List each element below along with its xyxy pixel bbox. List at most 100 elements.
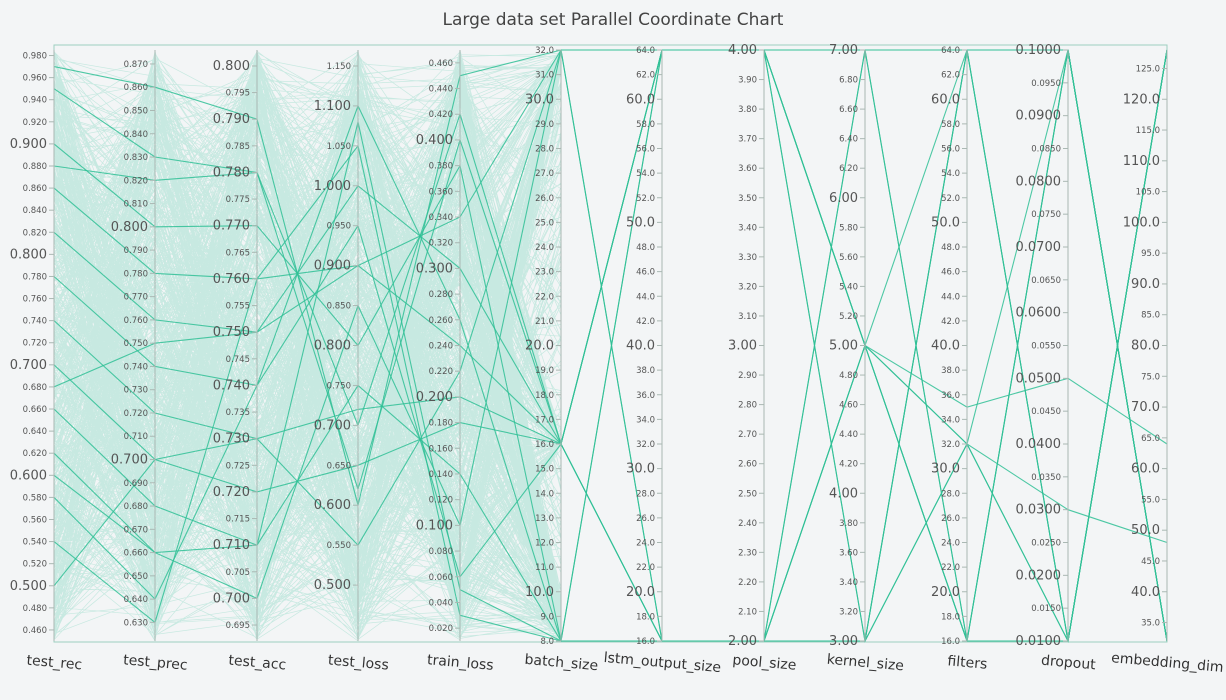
tick-label: 60.0	[626, 92, 655, 107]
tick-label: 0.140	[429, 470, 453, 480]
tick-label: 0.780	[124, 269, 148, 279]
tick-label: 0.360	[429, 187, 453, 197]
tick-label: 44.0	[941, 292, 960, 302]
tick-label: 0.400	[416, 133, 453, 148]
tick-label: 2.20	[738, 578, 757, 588]
tick-label: 30.0	[931, 462, 960, 477]
tick-label: 0.0650	[1031, 276, 1061, 286]
tick-label: 0.780	[213, 165, 250, 180]
tick-label: 36.0	[941, 391, 960, 401]
tick-label: 0.790	[213, 112, 250, 127]
tick-label: 95.0	[1141, 249, 1160, 259]
tick-label: 16.0	[941, 637, 960, 647]
tick-label: 30.0	[626, 462, 655, 477]
tick-label: 0.640	[23, 427, 47, 437]
tick-label: 0.800	[111, 220, 148, 235]
tick-label: 25.0	[535, 218, 554, 228]
tick-label: 4.00	[829, 486, 858, 501]
tick-label: 3.60	[738, 164, 757, 174]
tick-label: 20.0	[931, 585, 960, 600]
tick-label: 0.800	[213, 59, 250, 74]
tick-label: 7.00	[829, 43, 858, 58]
tick-label: 0.0700	[1016, 240, 1062, 255]
tick-label: 0.620	[23, 449, 47, 459]
tick-label: 0.730	[124, 386, 148, 396]
tick-label: 0.700	[10, 358, 47, 373]
tick-label: 0.540	[23, 538, 47, 548]
dimension-label: test_prec	[123, 652, 189, 674]
tick-label: 1.150	[327, 62, 351, 72]
tick-label: 4.40	[839, 430, 858, 440]
tick-label: 0.680	[124, 502, 148, 512]
tick-label: 0.0300	[1016, 503, 1062, 518]
dimension-label: train_loss	[426, 652, 494, 674]
tick-label: 18.0	[941, 612, 960, 622]
tick-label: 0.640	[124, 595, 148, 605]
tick-label: 45.0	[1141, 557, 1160, 567]
tick-label: 0.720	[124, 409, 148, 419]
tick-label: 16.0	[636, 637, 655, 647]
tick-label: 40.0	[1131, 585, 1160, 600]
tick-label: 3.70	[738, 135, 757, 145]
tick-label: 0.680	[23, 383, 47, 393]
axis-pool-size: 2.00 2.10 2.20 2.30 2.40 2.50 2.60 2.70 2.80 2.90…	[728, 43, 797, 674]
tick-label: 58.0	[941, 120, 960, 130]
tick-label: 0.740	[213, 378, 250, 393]
tick-label: 0.860	[23, 184, 47, 194]
tick-label: 18.0	[636, 612, 655, 622]
tick-label: 48.0	[941, 243, 960, 253]
tick-label: 2.90	[738, 371, 757, 381]
axis-kernel-size: 3.00 3.20 3.40 3.60 3.80 4.00 4.20 4.40 4.60 4.80…	[826, 43, 904, 674]
tick-label: 54.0	[636, 169, 655, 179]
axis-dropout: 0.0100 0.0150 0.0200 0.0250 0.0300 0.0350 0.04…	[1016, 43, 1097, 673]
dimension-label: lstm_output_size	[603, 650, 722, 676]
tick-label: 56.0	[636, 145, 655, 155]
tick-label: 24.0	[941, 539, 960, 549]
tick-label: 35.0	[1141, 619, 1160, 629]
tick-label: 0.785	[226, 142, 250, 152]
tick-label: 50.0	[1131, 523, 1160, 538]
tick-label: 6.60	[839, 105, 858, 115]
tick-label: 15.0	[535, 465, 554, 475]
record-line	[53, 49, 1168, 643]
tick-label: 0.060	[429, 573, 453, 583]
tick-label: 0.770	[124, 293, 148, 303]
tick-label: 3.80	[839, 519, 858, 529]
tick-label: 0.775	[226, 195, 250, 205]
tick-label: 0.0750	[1031, 210, 1061, 220]
tick-label: 0.730	[213, 432, 250, 447]
tick-label: 34.0	[636, 415, 655, 425]
tick-label: 62.0	[636, 71, 655, 81]
tick-label: 0.900	[314, 259, 351, 274]
tick-label: 27.0	[535, 169, 554, 179]
tick-label: 0.120	[429, 496, 453, 506]
tick-label: 0.720	[23, 339, 47, 349]
tick-label: 40.0	[931, 339, 960, 354]
tick-label: 0.950	[327, 222, 351, 232]
tick-label: 0.0600	[1016, 306, 1062, 321]
tick-label: 0.940	[23, 96, 47, 106]
tick-label: 0.0250	[1031, 539, 1061, 549]
tick-label: 62.0	[941, 71, 960, 81]
tick-label: 3.00	[728, 339, 757, 354]
axis-lstm-output-size: 16.0 18.0 20.0 22.0 24.0 26.0 28.0 30.0 32.0 34.0…	[603, 46, 722, 676]
tick-label: 0.460	[429, 59, 453, 69]
tick-label: 0.630	[124, 618, 148, 628]
tick-label: 28.0	[941, 489, 960, 499]
tick-label: 0.800	[10, 247, 47, 262]
tick-label: 52.0	[636, 194, 655, 204]
tick-label: 19.0	[535, 366, 554, 376]
tick-label: 0.765	[226, 248, 250, 258]
axis-test-prec: 0.630 0.640 0.650 0.660 0.670 0.680 0.690 0.700…	[111, 50, 188, 674]
tick-label: 0.810	[124, 200, 148, 210]
tick-label: 2.30	[738, 548, 757, 558]
axis-batch-size: 8.0 9.0 10.0 11.0 12.0 13.0 14.0 15.0 16.0 17.0 18…	[524, 46, 599, 674]
tick-label: 0.920	[23, 118, 47, 128]
tick-label: 120.0	[1123, 92, 1160, 107]
tick-label: 44.0	[636, 292, 655, 302]
tick-label: 0.380	[429, 162, 453, 172]
tick-label: 0.040	[429, 598, 453, 608]
record-lines	[53, 49, 1168, 643]
tick-label: 4.00	[728, 43, 757, 58]
